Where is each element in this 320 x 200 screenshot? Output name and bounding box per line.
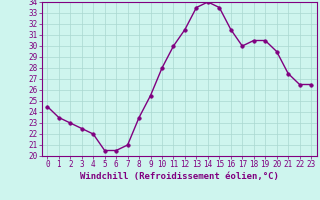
X-axis label: Windchill (Refroidissement éolien,°C): Windchill (Refroidissement éolien,°C)	[80, 172, 279, 181]
